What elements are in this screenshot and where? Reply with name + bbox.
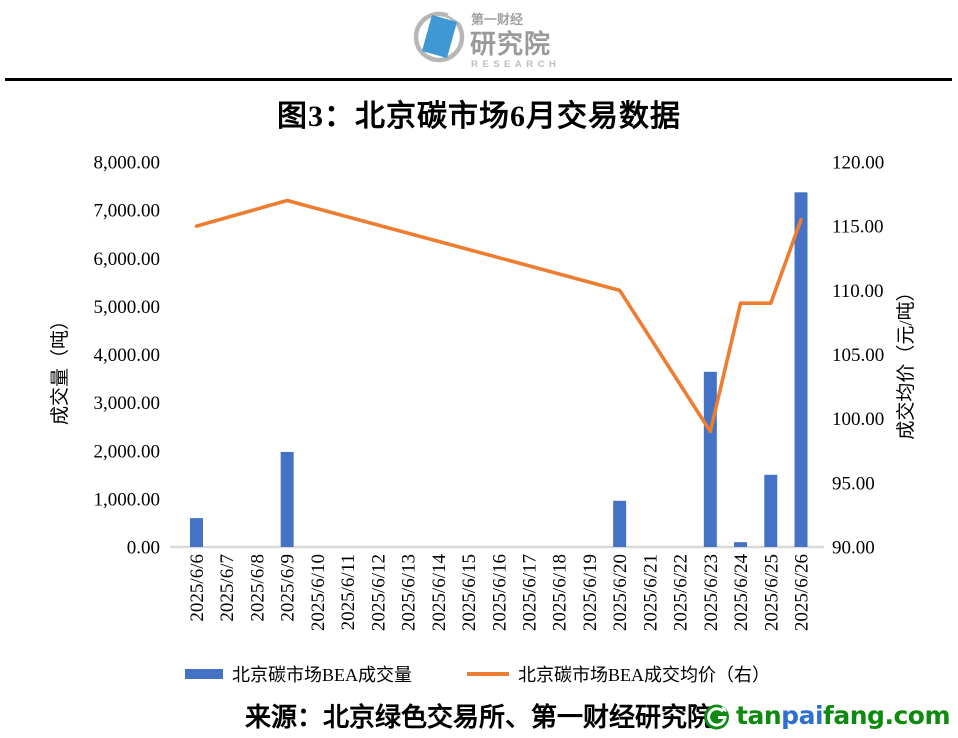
yicai-research-logo: 第一财经 研究院 RESEARCH — [409, 7, 560, 70]
x-axis-label: 2025/6/11 — [338, 554, 359, 630]
x-axis-label: 2025/6/22 — [671, 554, 692, 631]
wm-part-pai: pai — [781, 701, 824, 730]
legend-volume-label: 北京碳市场BEA成交量 — [232, 665, 412, 685]
logo-brand-sub: RESEARCH — [471, 59, 560, 70]
wm-part-tan: tan — [736, 701, 782, 730]
left-axis-tick-label: 6,000.00 — [94, 249, 161, 270]
left-axis-tick-label: 2,000.00 — [94, 441, 161, 462]
x-axis-label: 2025/6/15 — [459, 554, 480, 631]
right-axis-ticks: 90.00 95.00 100.00 105.00 110.00 115.00 120.00 — [832, 153, 884, 559]
right-axis-title: 成交均价（元/吨） — [895, 282, 917, 439]
logo-brand-top: 第一财经 — [471, 12, 523, 27]
x-axis-label: 2025/6/18 — [550, 554, 571, 631]
left-axis-tick-label: 4,000.00 — [94, 345, 161, 366]
x-axis-labels: 2025/6/6 2025/6/7 2025/6/8 2025/6/9 2025/6/1… — [187, 554, 813, 632]
legend-bar-swatch — [185, 669, 223, 679]
legend-price-label: 北京碳市场BEA成交均价（右） — [518, 665, 770, 685]
left-axis-tick-label: 1,000.00 — [94, 489, 161, 510]
x-axis-label: 2025/6/9 — [278, 554, 299, 622]
x-axis-label: 2025/6/26 — [792, 554, 813, 631]
x-axis-label: 2025/6/7 — [217, 554, 238, 622]
x-axis-label: 2025/6/21 — [640, 554, 661, 631]
logo-brand-main: 研究院 — [470, 29, 551, 59]
left-axis-tick-label: 0.00 — [127, 538, 160, 559]
right-axis-tick-label: 120.00 — [832, 153, 884, 174]
x-axis-label: 2025/6/20 — [610, 554, 631, 631]
x-axis-label: 2025/6/17 — [519, 554, 540, 631]
x-axis-label: 2025/6/13 — [399, 554, 420, 631]
x-axis-label: 2025/6/16 — [489, 554, 510, 631]
right-axis-tick-label: 115.00 — [832, 217, 884, 238]
x-axis-label: 2025/6/10 — [308, 554, 329, 631]
legend-item-volume: 北京碳市场BEA成交量 — [185, 661, 412, 687]
x-axis-label: 2025/6/12 — [368, 554, 389, 631]
logo-parallelogram — [422, 15, 457, 58]
price-line — [194, 198, 803, 434]
left-axis-tick-label: 7,000.00 — [94, 201, 161, 222]
chart-title: 图3：北京碳市场6月交易数据 — [277, 100, 681, 133]
volume-bar — [734, 542, 748, 547]
x-axis-label: 2025/6/24 — [731, 554, 752, 632]
volume-bar — [280, 451, 294, 547]
logo-circle-icon — [409, 7, 466, 65]
wm-part-fang: fang.com — [823, 701, 950, 730]
chart-legend: 北京碳市场BEA成交量 北京碳市场BEA成交均价（右） — [185, 661, 770, 687]
tanpaifang-icon — [704, 704, 730, 729]
source-note: 来源：北京绿色交易所、第一财经研究院 — [244, 703, 713, 732]
legend-line-swatch — [467, 672, 509, 676]
volume-bar — [764, 474, 778, 547]
x-axis-label: 2025/6/23 — [701, 554, 722, 631]
x-axis-label: 2025/6/25 — [761, 554, 782, 631]
right-axis-tick-label: 95.00 — [832, 473, 875, 494]
right-axis-tick-label: 105.00 — [832, 345, 884, 366]
header-divider — [5, 78, 952, 81]
right-axis-tick-label: 100.00 — [832, 409, 884, 430]
x-axis-label: 2025/6/6 — [187, 554, 208, 622]
legend-item-price: 北京碳市场BEA成交均价（右） — [467, 661, 770, 687]
volume-bar — [613, 500, 627, 547]
left-axis-tick-label: 5,000.00 — [94, 297, 161, 318]
left-axis-title: 成交量（吨） — [49, 311, 71, 425]
left-axis-ticks: 0.00 1,000.00 2,000.00 3,000.00 4,000.00 5,00… — [94, 153, 161, 559]
volume-bar — [190, 518, 203, 547]
tanpaifang-watermark[interactable]: tanpaifang.com — [703, 702, 950, 730]
volume-bar — [703, 371, 717, 547]
left-axis-tick-label: 8,000.00 — [94, 153, 161, 174]
combo-chart: 0.00 1,000.00 2,000.00 3,000.00 4,000.00 5,00… — [49, 153, 917, 632]
volume-bar — [794, 192, 808, 547]
x-axis-label: 2025/6/8 — [247, 554, 268, 622]
x-axis-label: 2025/6/14 — [429, 554, 450, 632]
right-axis-tick-label: 110.00 — [832, 281, 884, 302]
right-axis-tick-label: 90.00 — [832, 538, 875, 559]
volume-bars — [190, 192, 808, 547]
x-axis-label: 2025/6/19 — [580, 554, 601, 631]
left-axis-tick-label: 3,000.00 — [94, 393, 161, 414]
tanpaifang-text: tanpaifang.com — [736, 702, 950, 730]
